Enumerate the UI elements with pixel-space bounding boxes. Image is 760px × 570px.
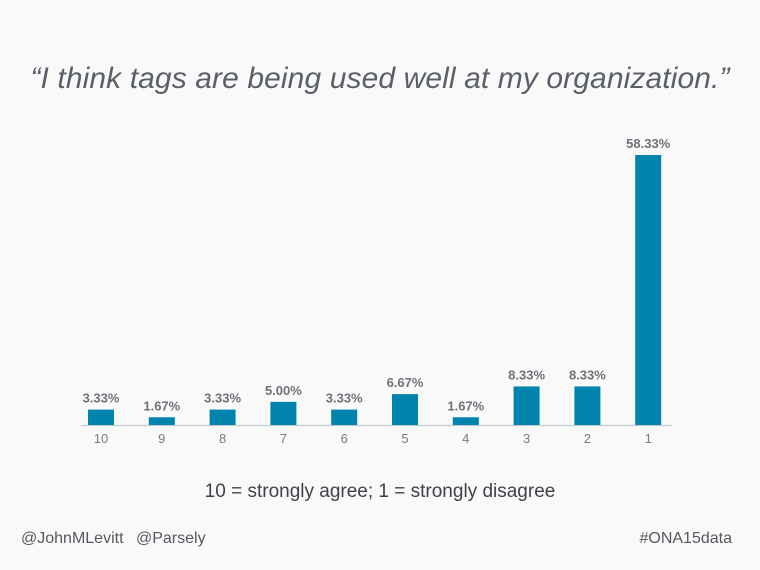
handle-parsely: @Parsely (135, 530, 206, 547)
bar-5 (392, 394, 418, 425)
footer-hashtag: #ONA15data (639, 530, 732, 547)
data-label-7: 5.00% (265, 383, 302, 398)
tick-label-5: 5 (401, 431, 408, 446)
tick-label-6: 6 (341, 431, 348, 446)
bar-6 (331, 409, 358, 425)
scale-caption: 10 = strongly agree; 1 = strongly disagr… (204, 481, 556, 502)
tick-label-2: 2 (584, 431, 591, 446)
data-label-2: 8.33% (569, 367, 606, 382)
bar-8 (209, 409, 236, 425)
tick-label-7: 7 (280, 431, 287, 446)
data-label-6: 3.33% (326, 391, 363, 406)
bar-1 (635, 155, 662, 425)
chart-title: “I think tags are being used well at my … (30, 62, 730, 95)
bar-chart: 3.33% 10 1.67% 9 3.33% 8 5.00% 7 3.33% 6 6.67% 5 1.6… (81, 136, 672, 446)
tick-label-10: 10 (94, 431, 108, 446)
bar-9 (148, 417, 175, 425)
data-label-4: 1.67% (447, 398, 484, 413)
handle-johnmlevitt: @JohnMLevitt (21, 530, 124, 547)
data-label-1: 58.33% (626, 136, 671, 151)
bar-10 (88, 409, 114, 425)
tick-label-9: 9 (158, 431, 165, 446)
footer-handles: @JohnMLevitt @Parsely (21, 530, 206, 548)
data-label-8: 3.33% (204, 391, 241, 406)
data-label-9: 1.67% (143, 398, 180, 413)
tick-label-4: 4 (462, 431, 469, 446)
tick-label-1: 1 (645, 431, 652, 446)
bar-4 (452, 417, 479, 425)
tick-label-3: 3 (523, 431, 530, 446)
tick-label-8: 8 (219, 431, 226, 446)
bar-7 (270, 401, 297, 425)
bar-2 (574, 386, 601, 425)
data-label-10: 3.33% (83, 391, 120, 406)
bar-3 (513, 386, 540, 425)
data-label-5: 6.67% (387, 375, 424, 390)
data-label-3: 8.33% (508, 367, 545, 382)
